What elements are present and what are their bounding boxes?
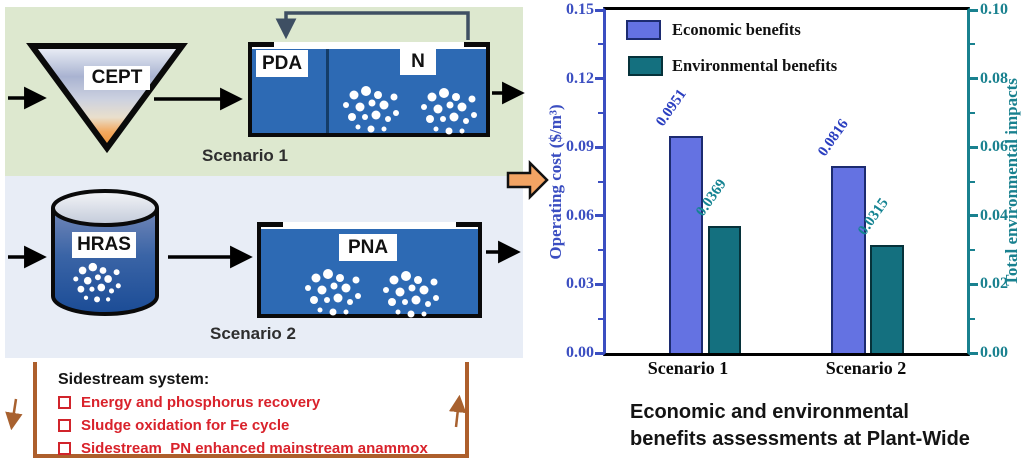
xtick-scenario1: Scenario 1 bbox=[647, 358, 729, 378]
axis-minor-tick bbox=[598, 180, 603, 183]
axis-tick bbox=[970, 145, 978, 149]
sidestream-item-text: Sludge oxidation for Fe cycle bbox=[81, 417, 290, 434]
axis-minor-tick bbox=[598, 111, 603, 114]
cept-label: CEPT bbox=[84, 66, 150, 90]
xtick-scenario2: Scenario 2 bbox=[825, 358, 907, 378]
scenario1-label: Scenario 1 bbox=[202, 146, 288, 165]
axis-tick-label: 0.09 bbox=[566, 138, 594, 156]
axis-tick bbox=[595, 77, 603, 81]
bar-environmental-scenario2 bbox=[870, 244, 904, 353]
scenario2-label: Scenario 2 bbox=[210, 324, 296, 343]
bar-environmental-scenario1 bbox=[708, 226, 741, 353]
up-arrow-icon bbox=[448, 394, 467, 428]
axis-tick bbox=[970, 282, 978, 286]
bar-economic-scenario1 bbox=[669, 135, 703, 353]
bar-economic-scenario2 bbox=[831, 166, 866, 353]
bar-value-label: 0.0816 bbox=[815, 116, 852, 160]
block-arrow-icon bbox=[506, 160, 549, 200]
axis-tick bbox=[595, 214, 603, 218]
axis-tick-label: 0.02 bbox=[980, 275, 1008, 293]
recycle-pipe-icon bbox=[275, 11, 470, 40]
axis-tick-label: 0.06 bbox=[980, 138, 1008, 156]
pna-label: PNA bbox=[339, 234, 397, 261]
axis-tick-label: 0.15 bbox=[566, 1, 594, 18]
axis-tick bbox=[595, 351, 603, 355]
caption-line2: benefits assessments at Plant-Wide bbox=[630, 428, 970, 450]
checkbox-icon bbox=[58, 419, 71, 432]
axis-tick-label: 0.04 bbox=[980, 206, 1008, 224]
sidestream-item-text: Sidestream PN enhanced mainstream anammo… bbox=[81, 440, 428, 457]
legend-swatch-economic bbox=[626, 20, 661, 40]
axis-tick bbox=[595, 282, 603, 286]
n-label: N bbox=[400, 48, 436, 75]
axis-tick bbox=[595, 145, 603, 149]
axis-tick bbox=[970, 214, 978, 218]
axis-tick-label: 0.12 bbox=[566, 69, 594, 87]
axis-minor-tick bbox=[970, 111, 975, 114]
sidestream-item-text: Energy and phosphorus recovery bbox=[81, 394, 321, 411]
axis-tick bbox=[595, 8, 603, 12]
sidestream-item: Sludge oxidation for Fe cycle bbox=[58, 417, 289, 434]
tank-lip bbox=[261, 222, 283, 227]
sidestream-box bbox=[33, 362, 469, 458]
tank-lip bbox=[464, 42, 486, 47]
axis-minor-tick bbox=[970, 249, 975, 252]
tank-divider bbox=[326, 49, 329, 133]
axis-tick-label: 0.06 bbox=[566, 206, 594, 224]
chart-caption: Economic and environmental benefits asse… bbox=[630, 399, 970, 453]
legend-label-environmental: Environmental benefits bbox=[672, 56, 838, 75]
checkbox-icon bbox=[58, 396, 71, 409]
axis-tick-label: 0.00 bbox=[980, 344, 1008, 361]
right-axis-title: Total environmental impacts bbox=[1002, 78, 1021, 286]
axis-minor-tick bbox=[598, 249, 603, 252]
sidestream-title: Sidestream system: bbox=[58, 371, 210, 388]
left-axis-title: Operating cost ($/m³) bbox=[546, 104, 565, 260]
pna-tank: PNA bbox=[257, 222, 482, 318]
axis-tick-label: 0.03 bbox=[566, 275, 594, 293]
axis-tick bbox=[970, 351, 978, 355]
axis-tick-label: 0.10 bbox=[980, 1, 1008, 18]
down-arrow-icon bbox=[5, 398, 23, 431]
plot-area: Economic benefits Environmental benefits… bbox=[566, 1, 1008, 361]
tank-lip bbox=[456, 222, 478, 227]
sidestream-item: Sidestream PN enhanced mainstream anammo… bbox=[58, 440, 428, 457]
bar-value-label: 0.0951 bbox=[653, 86, 690, 129]
axis-minor-tick bbox=[970, 317, 975, 320]
axis-tick-label: 0.00 bbox=[566, 344, 594, 361]
axis-minor-tick bbox=[970, 43, 975, 46]
checkbox-icon bbox=[58, 442, 71, 455]
sidestream-item: Energy and phosphorus recovery bbox=[58, 394, 320, 411]
pda-label: PDA bbox=[256, 50, 308, 77]
axis-minor-tick bbox=[598, 317, 603, 320]
caption-line1: Economic and environmental bbox=[630, 401, 909, 423]
axis-tick-label: 0.08 bbox=[980, 69, 1008, 87]
axis-tick bbox=[970, 77, 978, 81]
axis-minor-tick bbox=[970, 180, 975, 183]
axis-minor-tick bbox=[598, 43, 603, 46]
tank-lip bbox=[252, 42, 274, 47]
legend-label-economic: Economic benefits bbox=[672, 20, 801, 39]
legend-swatch-environmental bbox=[628, 56, 663, 76]
axis-tick bbox=[970, 8, 978, 12]
flow-arrows-layer bbox=[5, 11, 525, 431]
hras-label: HRAS bbox=[72, 232, 136, 258]
